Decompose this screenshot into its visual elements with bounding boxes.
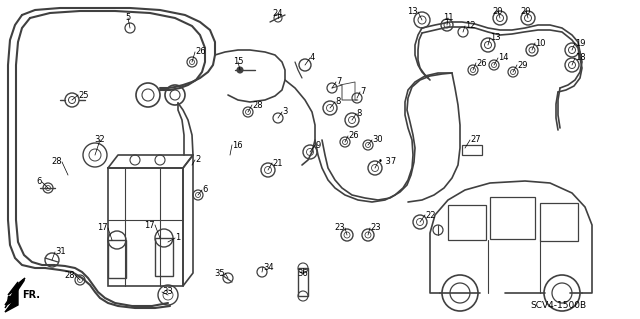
Text: 21: 21 [272, 159, 282, 167]
Text: 13: 13 [408, 8, 418, 17]
Polygon shape [5, 282, 18, 312]
Polygon shape [5, 278, 25, 308]
Text: 14: 14 [498, 54, 509, 63]
Text: 36: 36 [298, 269, 308, 278]
Text: 8: 8 [335, 98, 340, 107]
Text: 26: 26 [348, 131, 358, 140]
Text: 1: 1 [175, 234, 180, 242]
Bar [448, 205, 486, 240]
Circle shape [237, 67, 243, 73]
Text: 25: 25 [78, 91, 88, 100]
Text: SCV4-1500B: SCV4-1500B [530, 300, 586, 309]
Bar [108, 168, 183, 286]
Text: 16: 16 [232, 140, 243, 150]
Text: 26: 26 [195, 48, 205, 56]
Text: 20: 20 [521, 6, 531, 16]
Text: 18: 18 [575, 54, 586, 63]
Text: 5: 5 [125, 13, 131, 23]
Text: 8: 8 [356, 109, 362, 118]
Bar [298, 268, 308, 296]
Text: 3: 3 [282, 108, 287, 116]
Bar [490, 197, 535, 239]
Text: 26: 26 [476, 58, 486, 68]
Bar [108, 240, 126, 278]
Text: 23: 23 [334, 224, 345, 233]
Text: 7: 7 [360, 87, 365, 97]
Text: 22: 22 [425, 211, 435, 219]
Text: 31: 31 [55, 248, 66, 256]
Bar [462, 145, 482, 155]
Text: 23: 23 [370, 224, 381, 233]
Text: 28: 28 [51, 158, 62, 167]
Text: 12: 12 [465, 21, 476, 31]
Bar [155, 238, 173, 276]
Text: 29: 29 [517, 61, 527, 70]
Text: 11: 11 [443, 13, 453, 23]
Text: 19: 19 [575, 39, 586, 48]
Text: 9: 9 [315, 140, 320, 150]
Text: 35: 35 [214, 269, 225, 278]
Text: 2: 2 [195, 155, 200, 165]
Text: 13: 13 [490, 33, 500, 42]
Text: 6: 6 [202, 186, 207, 195]
Text: 6: 6 [36, 177, 42, 187]
Text: 20: 20 [493, 6, 503, 16]
Text: 33: 33 [162, 287, 173, 296]
Text: • 37: • 37 [378, 158, 396, 167]
Text: 10: 10 [535, 39, 545, 48]
Text: FR.: FR. [22, 290, 40, 300]
Text: 7: 7 [336, 78, 341, 86]
Text: 27: 27 [470, 136, 481, 145]
Text: 28: 28 [65, 271, 75, 279]
Text: 17: 17 [145, 220, 155, 229]
Text: 17: 17 [97, 224, 108, 233]
Text: 24: 24 [273, 10, 284, 19]
Bar [540, 203, 578, 241]
Text: 34: 34 [263, 263, 274, 271]
Text: 4: 4 [310, 54, 316, 63]
Text: 15: 15 [233, 57, 243, 66]
Text: 28: 28 [252, 100, 262, 109]
Text: 32: 32 [95, 136, 106, 145]
Text: 30: 30 [372, 136, 383, 145]
